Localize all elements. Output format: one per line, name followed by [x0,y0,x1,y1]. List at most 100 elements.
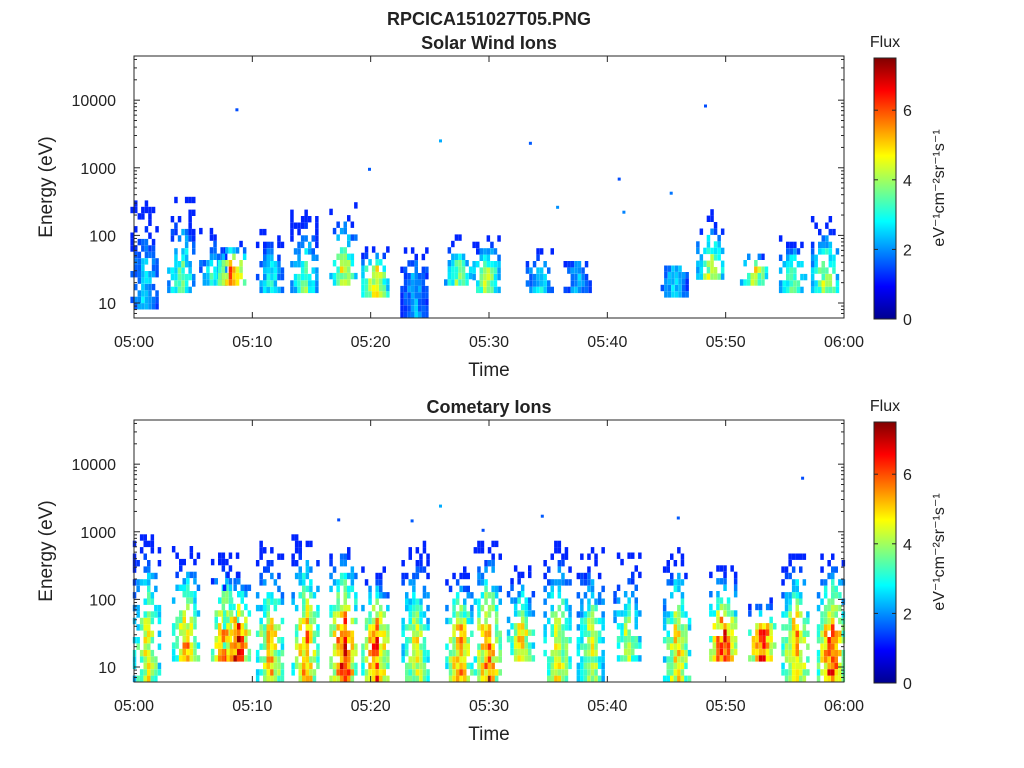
heatmap-cell [568,617,572,625]
heatmap-cell [709,571,713,579]
heatmap-cell [623,623,628,630]
heatmap-cell [308,241,312,249]
heatmap-cell [838,662,842,670]
heatmap-cell [415,617,420,625]
heatmap-cell [302,675,306,682]
heatmap-cell [583,572,588,580]
heatmap-cell [422,669,427,676]
heatmap-cell [218,655,222,662]
heatmap-cell [543,585,547,593]
heatmap-cell [726,610,731,617]
heatmap-cell [426,592,430,599]
heatmap-cell [480,540,485,548]
heatmap-cell [144,296,149,304]
heatmap-cell [802,662,807,670]
heatmap-cell [823,630,828,637]
heatmap-cell [461,272,466,280]
heatmap-cell [361,669,365,676]
heatmap-cell [699,267,704,274]
heatmap-cell [148,296,152,304]
heatmap-cell [414,305,418,312]
heatmap-cell [414,279,418,286]
heatmap-cell [259,261,263,268]
heatmap-cell [583,624,588,631]
heatmap-cell [490,248,494,255]
heatmap-cell [580,572,584,580]
heatmap-cell [419,630,423,637]
heatmap-cell [791,675,796,682]
heatmap-cell [834,675,838,682]
heatmap-cell [199,227,203,235]
heatmap-cell [584,286,589,294]
heatmap-cell [298,662,302,670]
heatmap-cell [680,624,685,631]
heatmap-cell [270,592,274,599]
heatmap-cell [678,278,682,285]
heatmap-cell [461,266,466,273]
heatmap-cell [315,280,319,287]
heatmap-cell [347,604,351,612]
x-tick-label: 05:00 [114,698,154,715]
heatmap-cell [382,566,386,573]
heatmap-cell [302,637,306,644]
heatmap-cell [368,675,372,682]
heatmap-cell [134,283,138,291]
heatmap-cell [577,280,582,287]
heatmap-cell [379,662,383,670]
heatmap-cell [821,280,825,287]
heatmap-cell [308,216,312,223]
heatmap-cell [709,655,713,662]
heatmap-cell [570,267,575,274]
heatmap-cell [677,611,681,618]
heatmap-cell [400,285,404,293]
heatmap-cell [277,241,281,249]
heatmap-cell [723,623,727,630]
heatmap-cell [666,566,670,573]
heatmap-cell [302,592,306,599]
heatmap-cell [206,279,210,286]
heatmap-cell [218,558,222,566]
heatmap-cell [336,253,340,260]
heatmap-cell [494,585,499,593]
heatmap-cell [554,630,558,637]
heatmap-cell [277,637,281,644]
solar-wind-panel: Solar Wind Ions 05:00 05:10 05:20 05:30 05:4… [36,33,948,381]
heatmap-cell [144,271,149,278]
heatmap-cell [354,669,358,676]
heatmap-cell [209,253,214,260]
heatmap-cell [638,552,642,559]
heatmap-cell [818,267,822,274]
heatmap-cell [570,286,575,294]
heatmap-cell [828,254,833,261]
heatmap-cell [587,649,591,657]
heatmap-cell [452,611,456,618]
heatmap-cell [259,617,263,625]
heatmap-cell [382,278,386,285]
heatmap-cell [678,291,682,298]
heatmap-cell [233,623,237,630]
heatmap-cell [634,616,638,624]
heatmap-cell [332,611,337,618]
heatmap-cell [136,579,140,586]
heatmap-cell [150,669,155,676]
heatmap-cell [483,248,487,255]
heatmap-cell [232,279,236,286]
heatmap-cell [361,649,365,657]
heatmap-cell [531,629,536,636]
heatmap-cell [733,623,738,630]
heatmap-cell [189,546,194,553]
heatmap-cell [841,630,846,637]
heatmap-cell [680,649,685,657]
heatmap-cell [273,598,278,605]
heatmap-cell [304,216,308,223]
heatmap-cell [419,662,423,670]
heatmap-cell [557,656,562,663]
heatmap-cell [144,245,149,252]
heatmap-cell [479,254,483,261]
heatmap-cell [386,604,390,612]
heatmap-cell [818,280,822,287]
heatmap-cell [564,579,569,586]
heatmap-cell [498,649,502,657]
heatmap-cell [188,235,192,242]
heatmap-cell [300,267,305,274]
